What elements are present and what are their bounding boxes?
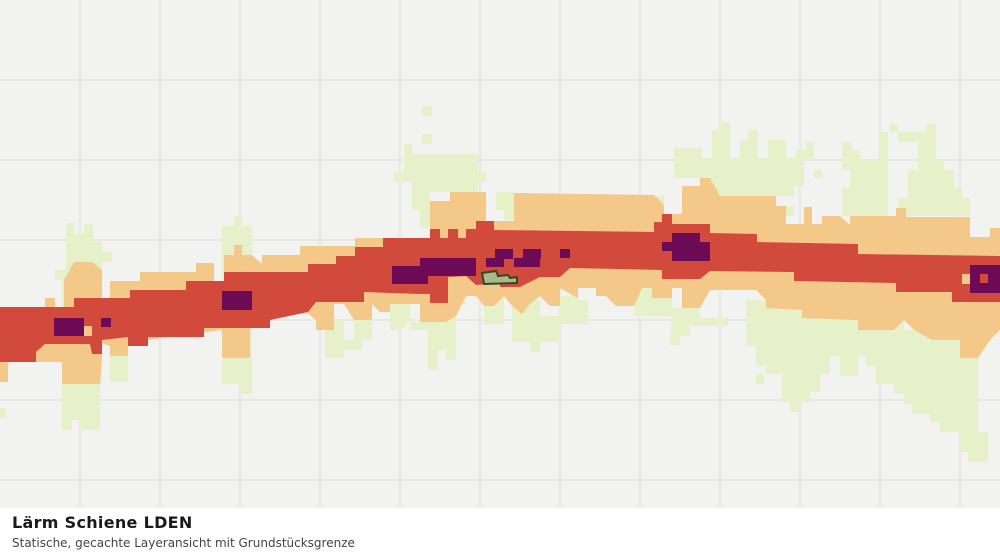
panel-title: Lärm Schiene LDEN: [12, 513, 193, 532]
parcel-boundary[interactable]: [480, 269, 518, 286]
panel-subtitle: Statische, gecachte Layeransicht mit Gru…: [12, 536, 355, 550]
map: [0, 0, 1000, 508]
noise-zone-very-high: [54, 233, 1000, 336]
info-panel: Lärm Schiene LDEN Statische, gecachte La…: [0, 508, 1000, 560]
